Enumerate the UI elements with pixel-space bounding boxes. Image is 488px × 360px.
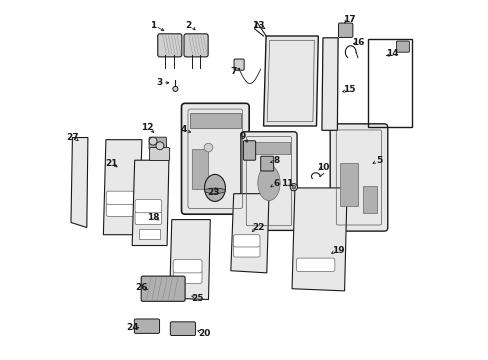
Text: 16: 16 <box>351 38 364 47</box>
Ellipse shape <box>204 188 225 194</box>
Ellipse shape <box>204 175 225 202</box>
FancyBboxPatch shape <box>134 319 159 333</box>
Text: 8: 8 <box>273 156 280 165</box>
Text: 26: 26 <box>135 284 148 292</box>
Text: 23: 23 <box>207 188 220 197</box>
Text: 12: 12 <box>141 123 153 132</box>
Text: 10: 10 <box>317 163 329 172</box>
FancyBboxPatch shape <box>173 260 202 273</box>
Text: 21: 21 <box>105 159 117 168</box>
Polygon shape <box>71 138 88 228</box>
Polygon shape <box>263 36 318 126</box>
FancyBboxPatch shape <box>183 34 208 57</box>
Text: 19: 19 <box>331 246 344 255</box>
Text: 7: 7 <box>230 68 236 77</box>
Circle shape <box>172 86 178 91</box>
Polygon shape <box>291 188 346 291</box>
FancyBboxPatch shape <box>149 137 166 149</box>
FancyBboxPatch shape <box>106 191 134 204</box>
Bar <box>139 229 160 239</box>
Text: 20: 20 <box>198 328 210 338</box>
Polygon shape <box>132 160 168 246</box>
FancyBboxPatch shape <box>329 124 387 231</box>
Text: 3: 3 <box>157 78 163 87</box>
Circle shape <box>289 184 297 191</box>
Polygon shape <box>321 38 337 130</box>
Circle shape <box>156 142 163 150</box>
Ellipse shape <box>257 165 280 201</box>
Circle shape <box>291 185 295 189</box>
FancyBboxPatch shape <box>396 41 408 52</box>
Polygon shape <box>169 220 210 300</box>
Bar <box>340 163 358 206</box>
Text: 13: 13 <box>251 21 264 30</box>
FancyBboxPatch shape <box>135 211 162 225</box>
FancyBboxPatch shape <box>170 322 195 336</box>
Text: 14: 14 <box>385 49 398 58</box>
Text: 25: 25 <box>191 294 203 302</box>
Text: 18: 18 <box>147 213 160 222</box>
Text: 17: 17 <box>342 15 354 24</box>
Text: 24: 24 <box>125 323 138 332</box>
FancyBboxPatch shape <box>181 103 249 214</box>
FancyBboxPatch shape <box>234 59 244 70</box>
FancyBboxPatch shape <box>173 270 202 284</box>
Text: 2: 2 <box>185 21 191 30</box>
Bar <box>190 113 240 128</box>
Text: 1: 1 <box>149 21 156 30</box>
Text: 4: 4 <box>180 125 186 134</box>
FancyBboxPatch shape <box>158 34 182 57</box>
FancyBboxPatch shape <box>260 156 273 171</box>
Text: 6: 6 <box>273 179 280 188</box>
Polygon shape <box>103 140 142 235</box>
FancyBboxPatch shape <box>106 203 134 216</box>
Circle shape <box>204 143 212 152</box>
Text: 5: 5 <box>376 156 382 165</box>
FancyBboxPatch shape <box>241 132 296 230</box>
FancyBboxPatch shape <box>141 276 185 301</box>
Bar <box>362 186 376 213</box>
Bar <box>247 142 289 154</box>
FancyBboxPatch shape <box>149 148 169 161</box>
Circle shape <box>149 137 157 145</box>
FancyBboxPatch shape <box>233 235 260 247</box>
Text: 15: 15 <box>342 85 354 94</box>
Polygon shape <box>230 194 268 273</box>
Bar <box>191 149 207 189</box>
FancyBboxPatch shape <box>338 23 352 37</box>
FancyBboxPatch shape <box>233 245 260 257</box>
Text: 11: 11 <box>280 179 293 188</box>
FancyBboxPatch shape <box>135 199 162 213</box>
Text: 27: 27 <box>66 133 79 142</box>
FancyBboxPatch shape <box>243 141 255 160</box>
FancyBboxPatch shape <box>296 258 334 271</box>
Text: 22: 22 <box>251 223 264 232</box>
Text: 9: 9 <box>239 132 245 141</box>
